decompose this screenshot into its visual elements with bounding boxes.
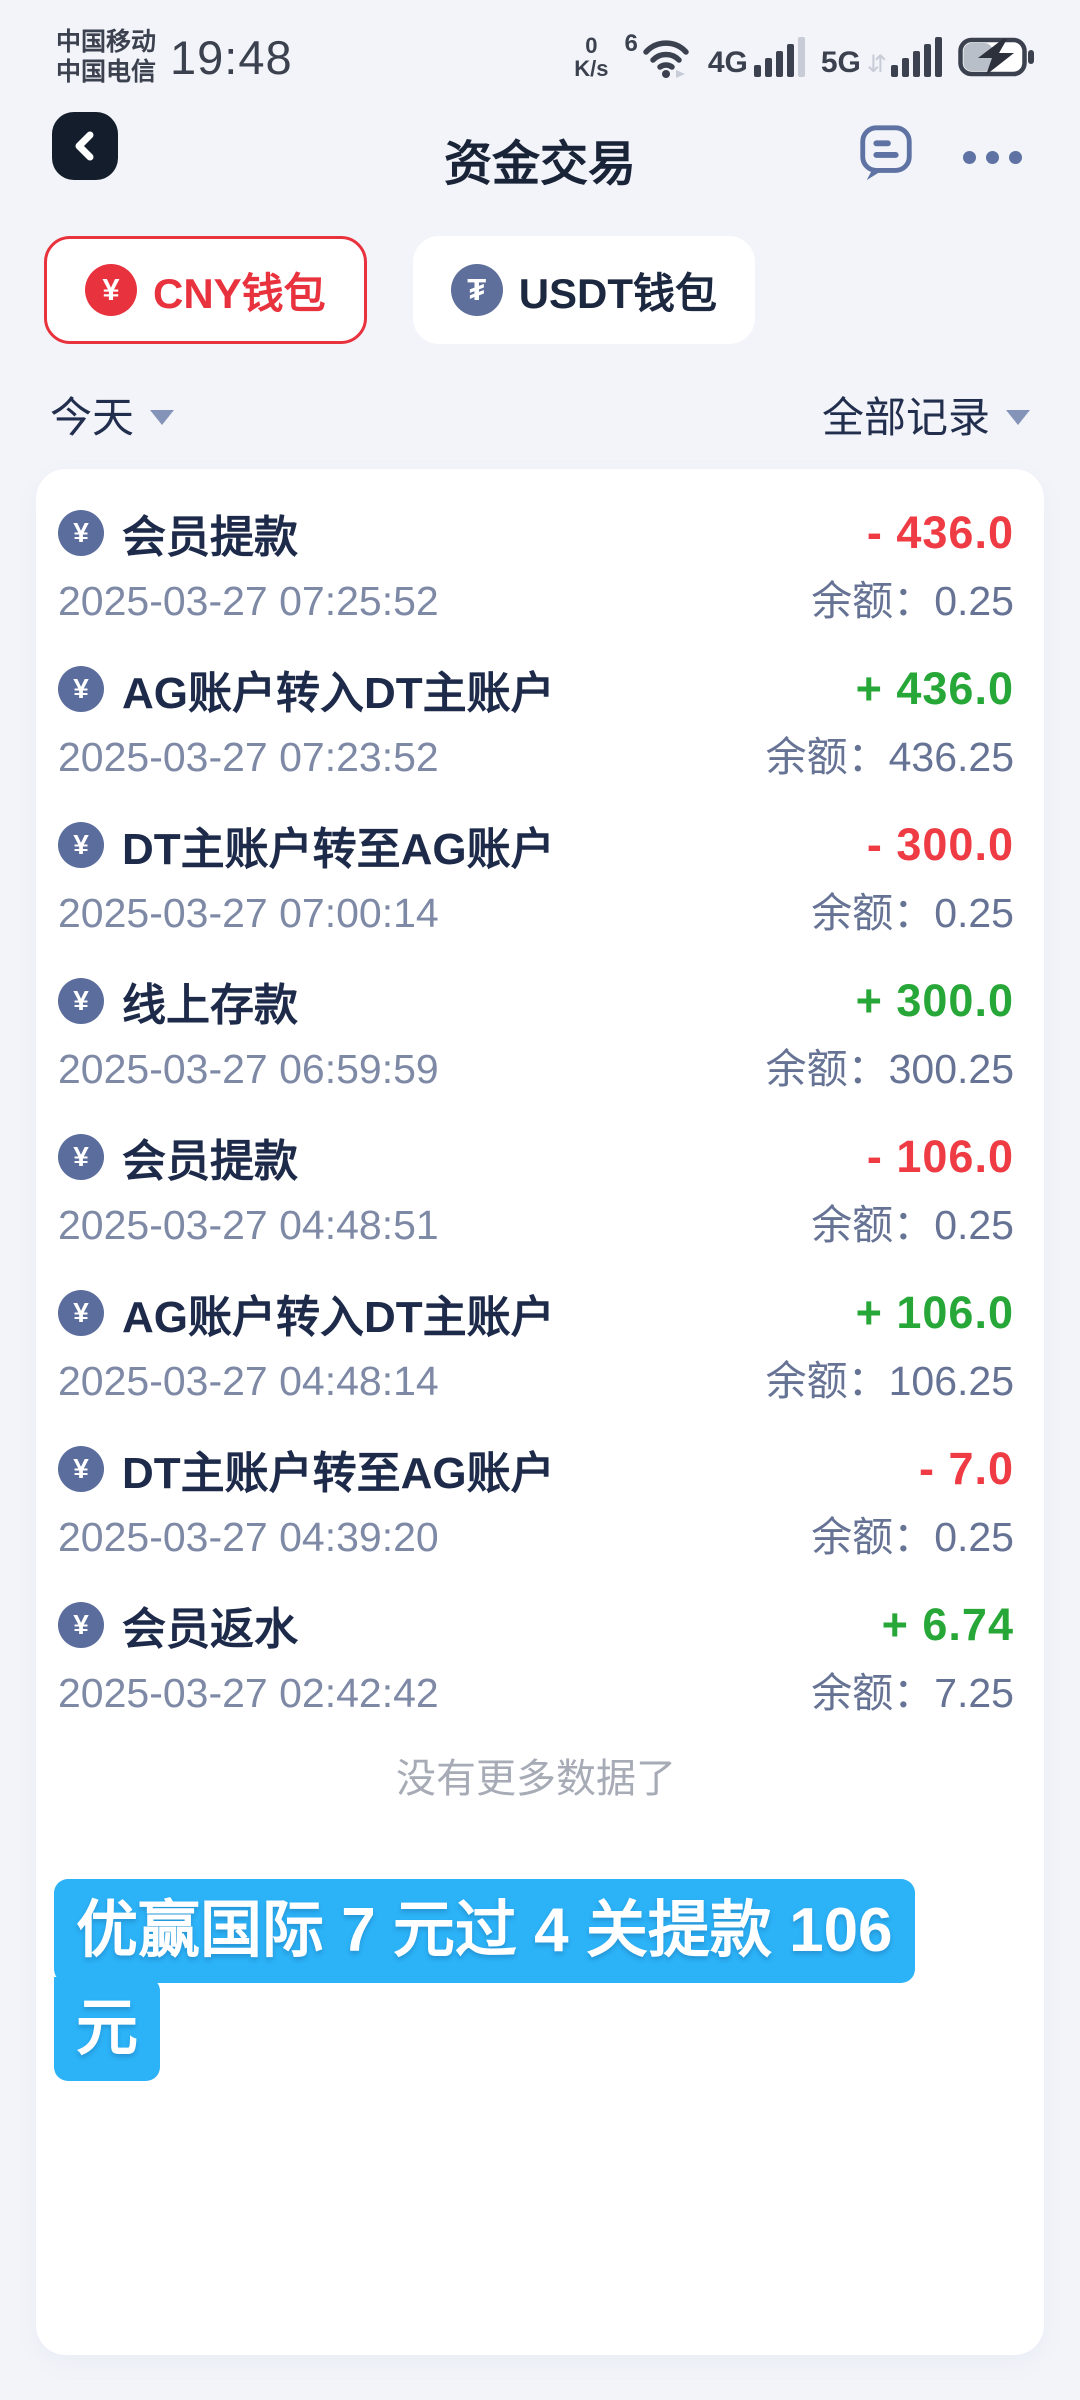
transaction-datetime: 2025-03-27 07:25:52 bbox=[58, 578, 439, 624]
transaction-balance: 余额：0.25 bbox=[811, 890, 1014, 936]
network-speed: 0 K/s bbox=[574, 34, 608, 80]
tether-icon: ₮ bbox=[450, 264, 503, 316]
transaction-row[interactable]: ¥ 会员提款 - 436.0 2025-03-27 07:25:52 余额：0.… bbox=[58, 481, 1014, 637]
yuan-icon: ¥ bbox=[58, 978, 104, 1024]
yuan-icon: ¥ bbox=[58, 510, 104, 556]
caret-down-icon bbox=[150, 410, 175, 425]
yuan-icon: ¥ bbox=[85, 264, 137, 316]
transaction-datetime: 2025-03-27 07:00:14 bbox=[58, 890, 439, 936]
transaction-row[interactable]: ¥ 会员返水 + 6.74 2025-03-27 02:42:42 余额：7.2… bbox=[58, 1573, 1014, 1729]
transaction-list-card: ¥ 会员提款 - 436.0 2025-03-27 07:25:52 余额：0.… bbox=[36, 469, 1044, 2355]
caption-line-2: 元 bbox=[54, 1977, 161, 2081]
page-title: 资金交易 bbox=[443, 138, 636, 191]
transaction-title: 会员提款 bbox=[122, 1137, 298, 1186]
transaction-balance: 余额：0.25 bbox=[811, 1514, 1014, 1560]
carrier-names: 中国移动 中国电信 bbox=[56, 27, 156, 87]
transaction-title: AG账户转入DT主账户 bbox=[122, 669, 555, 718]
status-bar: 中国移动 中国电信 19:48 0 K/s 6 4G 5G bbox=[0, 0, 1080, 96]
transaction-balance: 余额：7.25 bbox=[811, 1670, 1014, 1716]
yuan-icon: ¥ bbox=[58, 666, 104, 712]
wifi-generation-badge: 6 bbox=[624, 30, 638, 57]
battery-charging-icon bbox=[958, 37, 1034, 77]
transaction-row[interactable]: ¥ 会员提款 - 106.0 2025-03-27 04:48:51 余额：0.… bbox=[58, 1105, 1014, 1261]
transaction-row[interactable]: ¥ DT主账户转至AG账户 - 7.0 2025-03-27 04:39:20 … bbox=[58, 1417, 1014, 1573]
tab-usdt-label: USDT钱包 bbox=[518, 269, 718, 317]
video-caption: 优赢国际 7 元过 4 关提款 106 元 bbox=[54, 1879, 1014, 2081]
yuan-icon: ¥ bbox=[58, 822, 104, 868]
caret-down-icon bbox=[1006, 410, 1030, 425]
type-filter-dropdown[interactable]: 全部记录 bbox=[822, 384, 1030, 445]
status-right: 0 K/s 6 4G 5G ⇵ bbox=[574, 30, 1036, 80]
transaction-balance: 余额：0.25 bbox=[811, 578, 1014, 624]
tab-cny-label: CNY钱包 bbox=[153, 269, 326, 317]
header-actions bbox=[855, 120, 1022, 186]
transaction-amount: - 300.0 bbox=[866, 819, 1014, 870]
carrier-line-1: 中国移动 bbox=[56, 28, 157, 56]
transaction-balance: 余额：106.25 bbox=[765, 1358, 1014, 1404]
transaction-title: DT主账户转至AG账户 bbox=[122, 825, 555, 874]
transaction-amount: - 106.0 bbox=[866, 1131, 1014, 1182]
transaction-datetime: 2025-03-27 04:48:51 bbox=[58, 1202, 439, 1248]
signal-5g-label: 5G bbox=[820, 46, 861, 79]
transaction-balance: 余额：436.25 bbox=[765, 734, 1014, 780]
date-filter-label: 今天 bbox=[50, 394, 135, 441]
transaction-amount: + 436.0 bbox=[855, 663, 1014, 714]
back-button[interactable] bbox=[52, 112, 118, 180]
transaction-row[interactable]: ¥ DT主账户转至AG账户 - 300.0 2025-03-27 07:00:1… bbox=[58, 793, 1014, 949]
wifi-icon: 6 bbox=[624, 30, 691, 80]
transaction-row[interactable]: ¥ 线上存款 + 300.0 2025-03-27 06:59:59 余额：30… bbox=[58, 949, 1014, 1105]
carrier-line-2: 中国电信 bbox=[56, 58, 157, 86]
transaction-balance: 余额：300.25 bbox=[765, 1046, 1014, 1092]
yuan-icon: ¥ bbox=[58, 1134, 104, 1180]
transaction-amount: + 106.0 bbox=[855, 1287, 1014, 1338]
signal-4g-icon: 4G bbox=[707, 37, 805, 79]
signal-5g-bars bbox=[891, 37, 942, 77]
transaction-title: 会员提款 bbox=[122, 513, 298, 562]
transaction-balance: 余额：0.25 bbox=[811, 1202, 1014, 1248]
data-activity-arrows-icon: ⇵ bbox=[866, 51, 887, 78]
header: 资金交易 bbox=[0, 110, 1080, 210]
filter-row: 今天 全部记录 bbox=[50, 384, 1030, 445]
transaction-title: DT主账户转至AG账户 bbox=[122, 1449, 555, 1498]
transaction-datetime: 2025-03-27 06:59:59 bbox=[58, 1046, 439, 1092]
wallet-tabs: ¥ CNY钱包 ₮ USDT钱包 bbox=[44, 236, 1080, 344]
yuan-icon: ¥ bbox=[58, 1290, 104, 1336]
transaction-row[interactable]: ¥ AG账户转入DT主账户 + 436.0 2025-03-27 07:23:5… bbox=[58, 637, 1014, 793]
network-speed-unit: K/s bbox=[574, 56, 609, 81]
chat-icon[interactable] bbox=[855, 120, 917, 186]
caption-line-1: 优赢国际 7 元过 4 关提款 106 bbox=[54, 1879, 915, 1983]
transaction-datetime: 2025-03-27 04:48:14 bbox=[58, 1358, 439, 1404]
transaction-datetime: 2025-03-27 02:42:42 bbox=[58, 1670, 439, 1716]
yuan-icon: ¥ bbox=[58, 1446, 104, 1492]
signal-4g-bars bbox=[753, 37, 805, 77]
chevron-left-icon bbox=[75, 131, 94, 161]
transaction-row[interactable]: ¥ AG账户转入DT主账户 + 106.0 2025-03-27 04:48:1… bbox=[58, 1261, 1014, 1417]
type-filter-label: 全部记录 bbox=[821, 394, 990, 441]
transaction-title: 线上存款 bbox=[122, 981, 298, 1030]
transaction-datetime: 2025-03-27 04:39:20 bbox=[58, 1514, 439, 1560]
status-left: 中国移动 中国电信 19:48 bbox=[56, 27, 293, 87]
wifi-arcs-icon bbox=[643, 40, 689, 78]
transaction-amount: - 436.0 bbox=[866, 507, 1014, 558]
network-speed-value: 0 bbox=[585, 33, 598, 58]
transaction-amount: + 6.74 bbox=[881, 1599, 1014, 1650]
clock: 19:48 bbox=[170, 30, 293, 84]
signal-4g-label: 4G bbox=[707, 46, 748, 79]
transaction-amount: - 7.0 bbox=[918, 1443, 1014, 1494]
tab-cny-wallet[interactable]: ¥ CNY钱包 bbox=[44, 236, 367, 344]
more-options-icon[interactable] bbox=[963, 143, 1022, 164]
transaction-title: AG账户转入DT主账户 bbox=[122, 1293, 555, 1342]
transaction-datetime: 2025-03-27 07:23:52 bbox=[58, 734, 439, 780]
no-more-data-text: 没有更多数据了 bbox=[396, 1757, 676, 1801]
yuan-icon: ¥ bbox=[58, 1602, 104, 1648]
transaction-amount: + 300.0 bbox=[855, 975, 1014, 1026]
signal-5g-icon: 5G ⇵ bbox=[820, 37, 942, 79]
tab-usdt-wallet[interactable]: ₮ USDT钱包 bbox=[412, 236, 756, 344]
transaction-title: 会员返水 bbox=[122, 1605, 298, 1654]
date-filter-dropdown[interactable]: 今天 bbox=[50, 384, 175, 445]
